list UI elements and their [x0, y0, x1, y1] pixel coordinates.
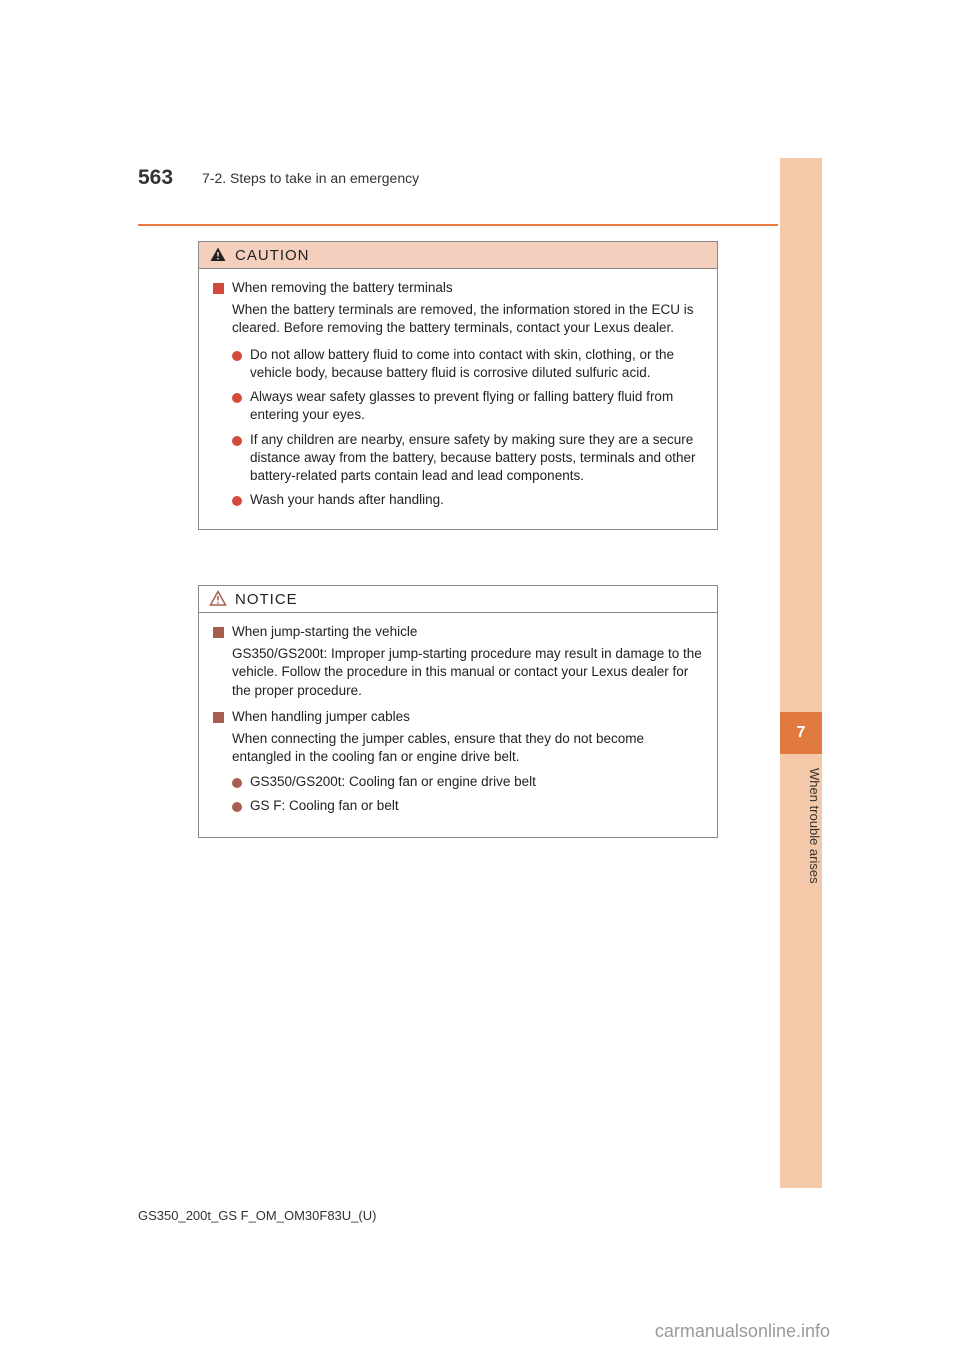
caution-label: CAUTION — [235, 247, 310, 264]
caution-section: When removing the battery terminals When… — [213, 279, 703, 338]
bullet-dot-icon — [232, 778, 242, 788]
page-number: 563 — [138, 166, 173, 190]
square-marker-icon — [213, 627, 224, 638]
bullet-text: GS350/GS200t: Cooling fan or engine driv… — [250, 773, 536, 791]
section-title: When removing the battery terminals — [232, 279, 453, 297]
watermark: carmanualsonline.info — [655, 1321, 830, 1342]
section-intro: GS350/GS200t: Improper jump-starting pro… — [232, 645, 703, 700]
notice-label: NOTICE — [235, 591, 298, 608]
bullet-dot-icon — [232, 351, 242, 361]
chapter-side-tab: 7 When trouble arises — [780, 158, 822, 1188]
section-heading: When handling jumper cables — [213, 708, 703, 726]
manual-page: 563 7-2. Steps to take in an emergency C… — [0, 0, 960, 1358]
bullet-text: Always wear safety glasses to prevent fl… — [250, 388, 703, 424]
bullet-dot-icon — [232, 393, 242, 403]
header-rule — [138, 224, 778, 226]
caution-body: When removing the battery terminals When… — [199, 269, 717, 529]
warning-triangle-filled-icon — [209, 246, 227, 264]
bullet-text: If any children are nearby, ensure safet… — [250, 431, 703, 486]
bullet-item: Always wear safety glasses to prevent fl… — [232, 388, 703, 424]
bullet-item: GS F: Cooling fan or belt — [232, 797, 703, 815]
square-marker-icon — [213, 712, 224, 723]
bullet-dot-icon — [232, 496, 242, 506]
notice-box: NOTICE When jump-starting the vehicle GS… — [198, 585, 718, 838]
warning-triangle-outline-icon — [209, 590, 227, 608]
document-code: GS350_200t_GS F_OM_OM30F83U_(U) — [138, 1208, 376, 1223]
section-intro: When the battery terminals are removed, … — [232, 301, 703, 337]
bullet-item: GS350/GS200t: Cooling fan or engine driv… — [232, 773, 703, 791]
bullet-item: If any children are nearby, ensure safet… — [232, 431, 703, 486]
notice-body: When jump-starting the vehicle GS350/GS2… — [199, 613, 717, 837]
caution-header: CAUTION — [199, 242, 717, 269]
chapter-vertical-label: When trouble arises — [780, 762, 822, 884]
bullet-item: Do not allow battery fluid to come into … — [232, 346, 703, 382]
notice-header: NOTICE — [199, 586, 717, 613]
breadcrumb: 7-2. Steps to take in an emergency — [202, 170, 419, 186]
square-marker-icon — [213, 283, 224, 294]
section-heading: When jump-starting the vehicle — [213, 623, 703, 641]
section-heading: When removing the battery terminals — [213, 279, 703, 297]
bullet-text: Wash your hands after handling. — [250, 491, 444, 509]
bullet-dot-icon — [232, 802, 242, 812]
page-header: 563 7-2. Steps to take in an emergency — [138, 158, 762, 198]
notice-bullets: GS350/GS200t: Cooling fan or engine driv… — [232, 773, 703, 815]
bullet-text: Do not allow battery fluid to come into … — [250, 346, 703, 382]
section-title: When handling jumper cables — [232, 708, 410, 726]
bullet-text: GS F: Cooling fan or belt — [250, 797, 399, 815]
caution-box: CAUTION When removing the battery termin… — [198, 241, 718, 530]
bullet-item: Wash your hands after handling. — [232, 491, 703, 509]
bullet-dot-icon — [232, 436, 242, 446]
caution-bullets: Do not allow battery fluid to come into … — [232, 346, 703, 510]
section-title: When jump-starting the vehicle — [232, 623, 417, 641]
notice-section: When handling jumper cables When connect… — [213, 708, 703, 815]
section-intro: When connecting the jumper cables, ensur… — [232, 730, 703, 766]
notice-section: When jump-starting the vehicle GS350/GS2… — [213, 623, 703, 700]
chapter-number-badge: 7 — [780, 712, 822, 754]
